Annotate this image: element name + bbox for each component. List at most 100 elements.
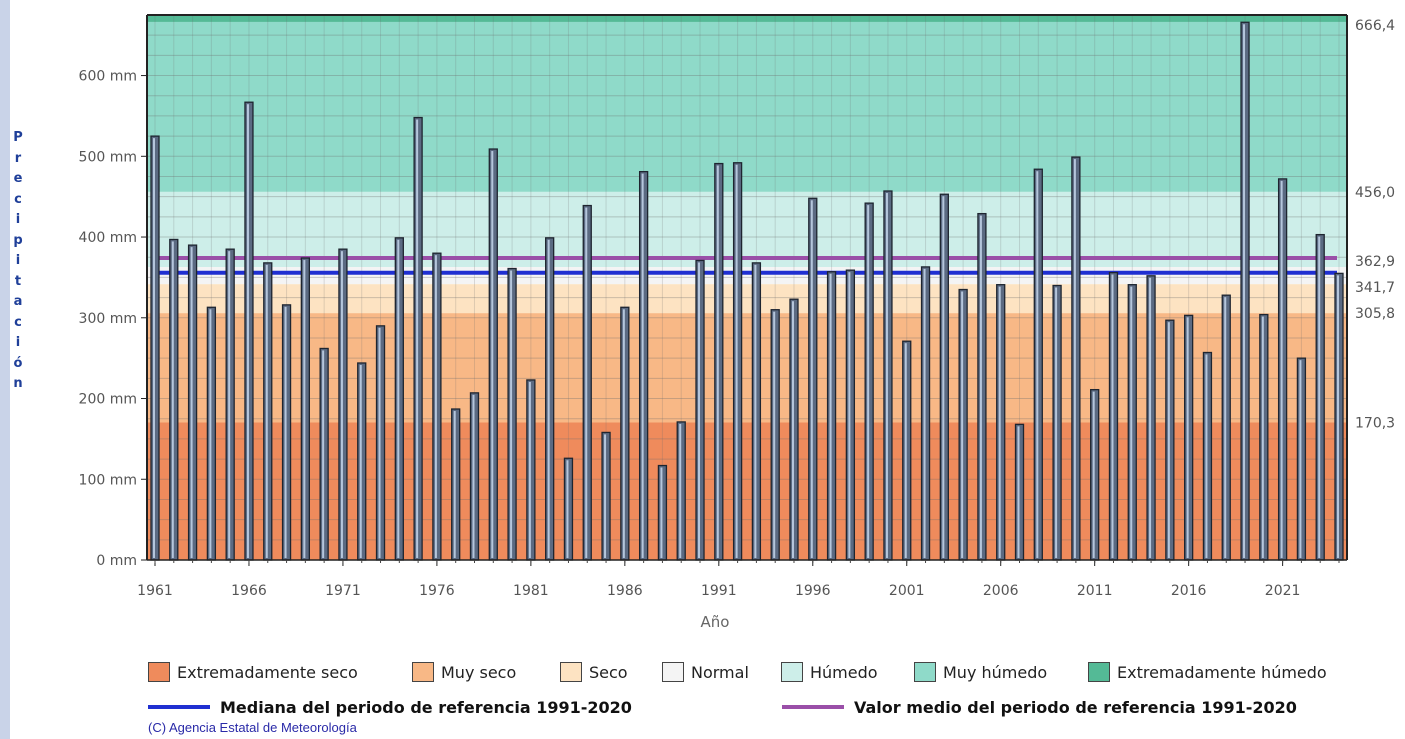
bar-highlight-1985 xyxy=(604,434,607,558)
bar-highlight-2001 xyxy=(904,343,907,558)
bar-highlight-1974 xyxy=(397,239,400,558)
bar-highlight-2014 xyxy=(1149,277,1152,558)
legend-label: Seco xyxy=(589,662,628,682)
x-tick-label: 1961 xyxy=(137,583,173,599)
legend-swatch xyxy=(412,662,434,682)
y-axis-label-letter: c xyxy=(14,314,22,330)
bar-highlight-1969 xyxy=(303,260,306,558)
bar-highlight-1961 xyxy=(153,138,155,558)
legend-item-muy-humedo: Muy húmedo xyxy=(914,660,1047,684)
y-axis-label-letter: t xyxy=(14,273,22,289)
copyright: (C) Agencia Estatal de Meteorología xyxy=(148,720,357,735)
threshold-labels: 666,4 456,0 362,9 341,7 305,8 170,3 xyxy=(1355,18,1395,431)
legend-swatch xyxy=(1088,662,1110,682)
bar-highlight-2016 xyxy=(1186,317,1189,558)
bar-highlight-2004 xyxy=(961,291,964,558)
legend-item-normal: Normal xyxy=(662,660,749,684)
bar-highlight-1966 xyxy=(246,104,249,558)
bar-highlight-1980 xyxy=(510,270,513,558)
bar-highlight-1967 xyxy=(265,264,268,558)
bar-highlight-2003 xyxy=(942,196,945,558)
bar-highlight-1977 xyxy=(453,411,456,558)
bar-highlight-2024 xyxy=(1337,275,1339,558)
bar-highlight-1965 xyxy=(228,251,231,559)
bar-highlight-2000 xyxy=(885,193,888,558)
axes xyxy=(146,14,1348,561)
bar-highlight-1975 xyxy=(416,119,419,558)
bar-highlight-1982 xyxy=(547,239,550,558)
bar-highlight-1987 xyxy=(641,173,644,559)
legend-label: Normal xyxy=(691,662,749,682)
y-axis-label-letter: a xyxy=(13,294,23,309)
bar-highlight-1990 xyxy=(698,262,701,558)
legend-label: Muy seco xyxy=(441,662,517,682)
threshold-label: 362,9 xyxy=(1355,254,1395,270)
mean-label: Valor medio del periodo de referencia 19… xyxy=(854,697,1297,717)
y-tick-label: 500 mm xyxy=(79,149,137,165)
bar-highlight-2011 xyxy=(1092,391,1095,558)
legend-swatch xyxy=(781,662,803,682)
y-axis-label-letter: P xyxy=(13,130,23,145)
band-4 xyxy=(147,191,1347,267)
mean-line-swatch xyxy=(782,705,844,709)
legend-swatch xyxy=(560,662,582,682)
band-3 xyxy=(147,266,1347,285)
bar-highlight-1992 xyxy=(735,164,738,558)
bar-highlight-2002 xyxy=(923,268,926,558)
bar-highlight-2021 xyxy=(1280,180,1283,559)
bar-highlight-1978 xyxy=(472,394,475,558)
legend-swatch xyxy=(662,662,684,682)
threshold-label: 170,3 xyxy=(1355,415,1395,431)
bar-highlight-2013 xyxy=(1130,286,1133,558)
bars xyxy=(150,21,1344,561)
bar-highlight-1986 xyxy=(622,309,625,558)
legend-label: Muy húmedo xyxy=(943,662,1048,682)
legend-median: Mediana del periodo de referencia 1991-2… xyxy=(148,696,632,718)
bar-highlight-1993 xyxy=(754,264,757,558)
threshold-label: 341,7 xyxy=(1355,280,1395,296)
y-axis-label-letter: r xyxy=(14,150,22,166)
bar-highlight-2017 xyxy=(1205,354,1208,558)
legend-item-extremadamente-seco: Extremadamente seco xyxy=(148,660,358,684)
legend-item-extremadamente-humedo: Extremadamente húmedo xyxy=(1088,660,1327,684)
bar-highlight-1973 xyxy=(378,327,381,558)
x-tick-label: 1981 xyxy=(513,583,549,599)
bar-highlight-2023 xyxy=(1318,236,1321,559)
bar-highlight-2007 xyxy=(1017,426,1020,558)
y-axis-label-letter: i xyxy=(15,253,21,268)
y-tick-label: 100 mm xyxy=(79,472,137,488)
bar-highlight-1994 xyxy=(773,311,776,558)
bar-highlight-1976 xyxy=(434,255,437,558)
x-tick-label: 2021 xyxy=(1265,583,1301,599)
legend-label: Extremadamente húmedo xyxy=(1117,662,1327,682)
bar-highlight-2019 xyxy=(1243,24,1246,559)
band-2 xyxy=(147,284,1347,314)
bar-highlight-2018 xyxy=(1224,297,1227,558)
bar-highlight-2005 xyxy=(979,215,982,558)
y-axis-label-letter: e xyxy=(13,171,23,186)
bar-highlight-1991 xyxy=(716,165,719,558)
y-tick-label: 0 mm xyxy=(96,553,137,569)
x-tick-label: 1976 xyxy=(419,583,455,599)
left-edge-strip xyxy=(0,0,10,739)
y-tick-label: 400 mm xyxy=(79,230,137,246)
bar-highlight-1983 xyxy=(566,460,569,558)
legend-label: Extremadamente seco xyxy=(177,662,358,682)
bar-highlight-2009 xyxy=(1055,287,1058,558)
precipitation-chart: 0 mm 100 mm 200 mm 300 mm 400 mm 500 mm 600 mm… xyxy=(79,14,1395,631)
x-tick-label: 1986 xyxy=(607,583,643,599)
x-axis-ticks: 1961 1966 1971 1976 1981 1986 1991 1996 2001 2006… xyxy=(137,560,1340,599)
y-axis-label-letter: ó xyxy=(13,355,23,371)
legend-label: Húmedo xyxy=(810,662,878,682)
band-5 xyxy=(147,21,1347,192)
y-tick-label: 200 mm xyxy=(79,392,137,408)
bar-highlight-1971 xyxy=(340,251,343,559)
y-axis-label-letter: n xyxy=(13,376,23,391)
threshold-label: 666,4 xyxy=(1355,18,1395,34)
y-tick-label: 600 mm xyxy=(79,69,137,85)
bar-highlight-1968 xyxy=(284,306,287,558)
x-tick-label: 1991 xyxy=(701,583,737,599)
x-tick-label: 2011 xyxy=(1077,583,1113,599)
y-axis-label-letter: p xyxy=(13,232,23,248)
x-tick-label: 1971 xyxy=(325,583,361,599)
